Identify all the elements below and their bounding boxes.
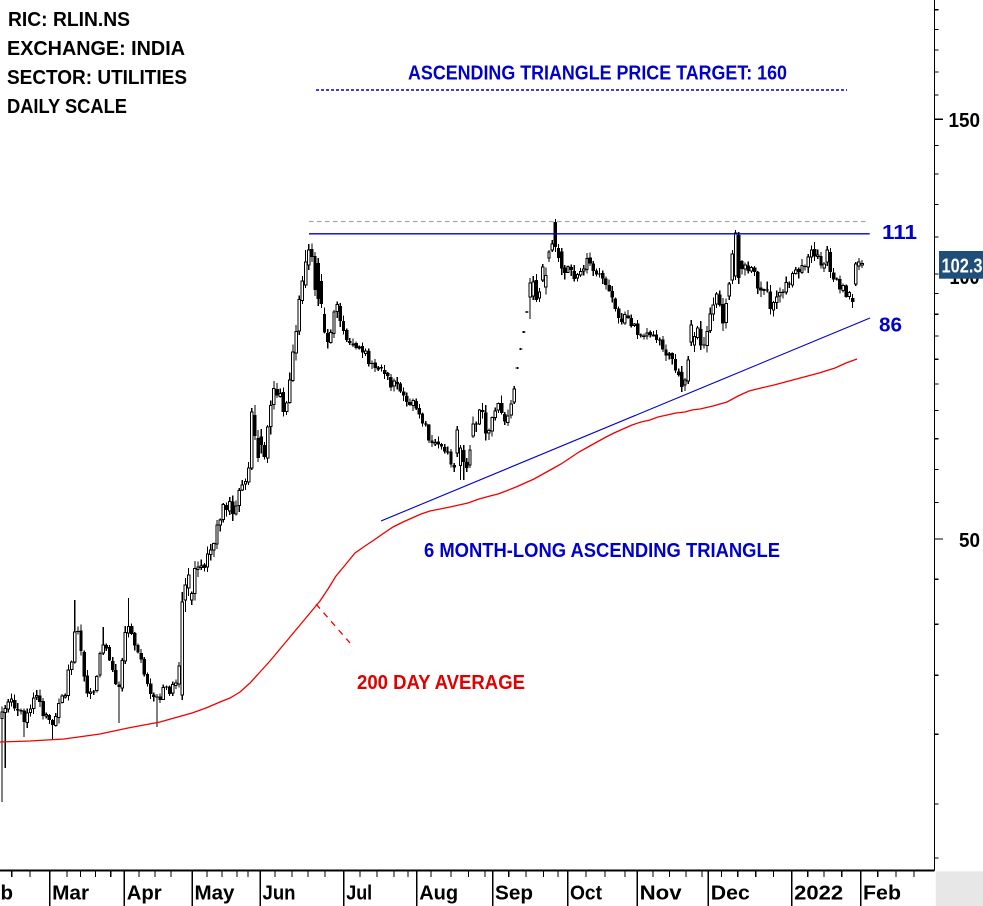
svg-text:150: 150 (949, 110, 981, 132)
svg-text:b: b (1, 882, 14, 905)
svg-text:DAILY SCALE: DAILY SCALE (7, 96, 127, 118)
svg-text:May: May (195, 882, 236, 905)
svg-text:6 MONTH-LONG ASCENDING TRIANGL: 6 MONTH-LONG ASCENDING TRIANGLE (424, 540, 780, 562)
svg-text:Apr: Apr (127, 882, 162, 905)
svg-text:Jun: Jun (263, 882, 296, 905)
svg-text:86: 86 (879, 315, 902, 337)
svg-text:EXCHANGE: INDIA: EXCHANGE: INDIA (7, 38, 185, 60)
svg-text:Feb: Feb (863, 882, 901, 905)
svg-text:Sep: Sep (495, 882, 533, 905)
svg-text:Dec: Dec (711, 882, 750, 905)
svg-text:200 DAY AVERAGE: 200 DAY AVERAGE (357, 672, 525, 694)
svg-text:SECTOR: UTILITIES: SECTOR: UTILITIES (7, 67, 187, 89)
svg-text:RIC: RLIN.NS: RIC: RLIN.NS (8, 9, 130, 31)
svg-text:Nov: Nov (640, 882, 683, 905)
svg-text:111: 111 (882, 222, 917, 244)
svg-text:50: 50 (959, 530, 980, 552)
svg-text:2022: 2022 (794, 882, 843, 905)
svg-text:Mar: Mar (52, 882, 89, 905)
svg-text:Aug: Aug (419, 882, 458, 905)
svg-text:ASCENDING TRIANGLE PRICE TARGE: ASCENDING TRIANGLE PRICE TARGET: 160 (408, 63, 787, 85)
svg-text:102.3: 102.3 (942, 256, 983, 278)
svg-text:Oct: Oct (570, 882, 602, 905)
svg-text:Jul: Jul (346, 882, 372, 905)
